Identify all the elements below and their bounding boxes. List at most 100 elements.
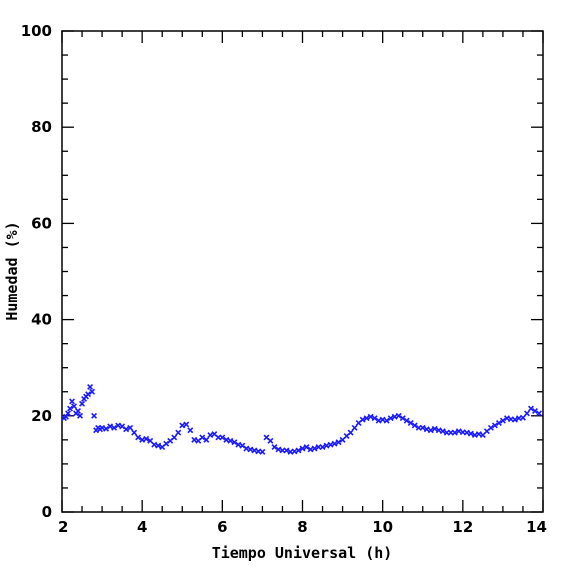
data-point (311, 445, 318, 452)
data-point (71, 403, 77, 410)
data-point (91, 412, 98, 419)
data-point (451, 429, 458, 436)
data-point (495, 420, 502, 426)
data-point (183, 421, 190, 428)
data-point (367, 413, 374, 420)
data-point (347, 429, 354, 436)
y-tick-label: 80 (31, 118, 52, 136)
data-point (135, 434, 142, 441)
data-point (331, 440, 338, 447)
data-point (111, 424, 118, 431)
data-point (227, 437, 234, 444)
data-point (431, 425, 438, 432)
data-point (427, 427, 434, 434)
data-point (327, 441, 334, 448)
y-tick-label: 100 (21, 22, 52, 40)
data-point (87, 383, 94, 390)
data-point (139, 436, 146, 443)
x-tick-label: 2 (58, 518, 68, 536)
data-point (475, 431, 482, 438)
data-point (199, 434, 206, 441)
data-point (299, 445, 306, 452)
data-point (528, 405, 534, 412)
data-point (259, 448, 266, 455)
data-point (207, 432, 214, 439)
data-point (379, 416, 386, 423)
data-point (131, 429, 138, 436)
y-tick-label: 20 (31, 407, 52, 425)
data-point (419, 424, 426, 431)
data-point (151, 441, 158, 448)
data-point (235, 441, 242, 448)
data-point (251, 447, 258, 454)
data-point (271, 444, 278, 451)
data-point (503, 415, 510, 422)
data-point (435, 427, 442, 434)
data-point (487, 424, 494, 431)
data-point (499, 417, 506, 424)
x-tick-label: 14 (526, 518, 547, 536)
data-point (223, 436, 230, 443)
axis-tick-labels: 2 4 6 8 10 12 14 0 20 40 60 80 100 (21, 22, 547, 536)
data-point (107, 423, 114, 430)
y-tick-label: 40 (31, 311, 52, 329)
data-point (363, 415, 370, 422)
data-point (99, 424, 106, 431)
data-point (395, 412, 402, 419)
data-point (67, 405, 73, 412)
data-point (536, 410, 542, 417)
data-point (403, 417, 410, 424)
data-point (383, 417, 390, 424)
data-point (187, 427, 194, 434)
data-point (77, 412, 84, 419)
data-point (247, 446, 254, 453)
data-point (463, 429, 470, 436)
data-point (323, 442, 330, 449)
data-point (63, 413, 69, 420)
data-point (219, 434, 226, 441)
x-tick-label: 8 (297, 518, 307, 536)
data-point (439, 428, 446, 435)
data-point (491, 422, 498, 429)
x-axis-title: Tiempo Universal (h) (212, 544, 393, 562)
x-tick-label: 4 (137, 518, 147, 536)
data-point (179, 422, 186, 429)
data-point (319, 444, 326, 451)
data-point (303, 444, 310, 451)
data-point (143, 435, 150, 442)
data-point (359, 416, 366, 423)
data-point (231, 439, 238, 446)
data-point (411, 422, 418, 429)
data-point (524, 410, 530, 417)
data-point (267, 437, 274, 444)
x-tick-label: 12 (452, 518, 473, 536)
data-point (375, 417, 382, 424)
data-point (519, 414, 526, 421)
x-tick-label: 10 (372, 518, 393, 536)
data-point (171, 434, 178, 441)
data-point (455, 428, 462, 435)
y-axis-title: Humedad (%) (3, 221, 21, 320)
data-point (291, 448, 298, 455)
axis-ticks (61, 30, 544, 513)
data-point (471, 432, 478, 439)
data-point (371, 415, 378, 422)
data-point (155, 442, 162, 449)
data-point (203, 436, 210, 443)
data-point (335, 439, 342, 446)
data-point (191, 436, 198, 443)
data-point (391, 413, 398, 420)
data-point (175, 429, 182, 436)
data-point (532, 408, 538, 414)
data-point (387, 415, 394, 422)
data-point (295, 447, 302, 454)
data-point (127, 424, 134, 431)
data-point (283, 447, 290, 454)
data-point (307, 446, 314, 453)
data-point (89, 388, 96, 395)
data-points (61, 383, 542, 455)
plot-frame (61, 30, 544, 513)
data-point (243, 445, 250, 452)
data-point (351, 424, 358, 431)
